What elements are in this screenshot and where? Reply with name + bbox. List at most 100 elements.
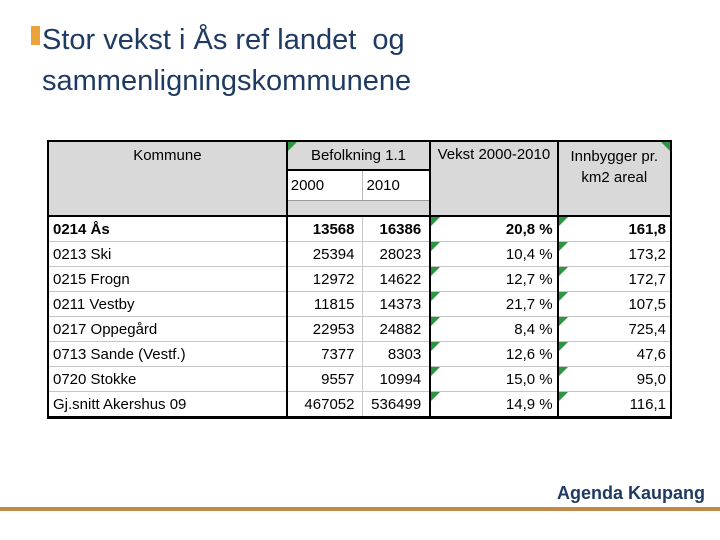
pop-2010-cell: 14622 [362, 266, 432, 292]
vekst-cell: 12,7 % [430, 266, 559, 292]
vekst-value: 12,6 % [505, 345, 553, 363]
innbygger-cell: 107,5 [557, 291, 671, 317]
innbygger-value: 161,8 [628, 220, 666, 238]
innbygger-value: 116,1 [629, 395, 666, 413]
cell-flag-icon [431, 242, 441, 251]
cell-flag-icon [431, 267, 441, 276]
kommune-cell: 0713 Sande (Vestf.) [48, 341, 288, 367]
innbygger-value: 47,6 [636, 345, 666, 363]
title-line-2: sammenligningskommunene [42, 65, 412, 97]
header-innbygger-line-1: Innbygger pr. [570, 148, 659, 165]
vekst-cell: 20,8 % [430, 215, 559, 242]
population-table: Kommune Befolkning 1.1 Vekst 2000-2010 I… [47, 140, 672, 419]
kommune-cell: 0214 Ås [48, 215, 288, 242]
innbygger-cell: 161,8 [557, 215, 671, 242]
kommune-cell: 0720 Stokke [48, 366, 288, 392]
kommune-cell: 0211 Vestby [48, 291, 288, 317]
pop-2010-cell: 536499 [362, 391, 432, 418]
vekst-value: 20,8 % [505, 220, 553, 238]
header-year-2010: 2010 [362, 170, 432, 201]
header-innbygger-line-2: km2 areal [581, 169, 648, 186]
vekst-cell: 14,9 % [430, 391, 559, 418]
pop-2000-cell: 467052 [286, 391, 364, 418]
vekst-value: 12,7 % [505, 270, 553, 288]
header-kommune: Kommune [48, 141, 288, 216]
cell-flag-icon [431, 292, 441, 301]
pop-2000-cell: 12972 [286, 266, 364, 292]
pop-2000-cell: 7377 [286, 341, 364, 367]
pop-2010-cell: 10994 [362, 366, 432, 392]
cell-flag-icon [431, 392, 441, 401]
innbygger-value: 107,5 [628, 295, 666, 313]
pop-2010-cell: 24882 [362, 316, 432, 342]
pop-2000-cell: 11815 [286, 291, 364, 317]
vekst-value: 10,4 % [505, 245, 553, 263]
pop-2000-cell: 25394 [286, 241, 364, 267]
vekst-cell: 15,0 % [430, 366, 559, 392]
cell-flag-icon [558, 317, 568, 326]
table-row: 0214 Ås 13568 16386 20,8 % 161,8 [48, 215, 671, 242]
kommune-cell: 0215 Frogn [48, 266, 288, 292]
pop-2010-cell: 28023 [362, 241, 432, 267]
cell-flag-icon [558, 217, 568, 226]
pop-2010-cell: 14373 [362, 291, 432, 317]
innbygger-cell: 172,7 [557, 266, 671, 292]
cell-flag-icon [431, 317, 441, 326]
pop-2010-cell: 16386 [362, 215, 432, 242]
table-row: 0211 Vestby 11815 14373 21,7 % 107,5 [48, 291, 671, 317]
innbygger-cell: 95,0 [557, 366, 671, 392]
innbygger-cell: 173,2 [557, 241, 671, 267]
header-befolkning-group: Befolkning 1.1 [286, 141, 431, 171]
cell-flag-icon [558, 267, 568, 276]
cell-flag-icon [431, 342, 441, 351]
vekst-cell: 8,4 % [430, 316, 559, 342]
header-befolkning-label: Befolkning 1.1 [310, 147, 407, 164]
footer-rule [0, 507, 720, 511]
innbygger-cell: 47,6 [557, 341, 671, 367]
pop-2010-cell: 8303 [362, 341, 432, 367]
header-vekst: Vekst 2000-2010 [429, 141, 559, 216]
innbygger-cell: 116,1 [557, 391, 671, 418]
cell-flag-icon [558, 292, 568, 301]
header-innbygger: Innbygger pr. km2 areal [557, 141, 671, 216]
accent-mark [31, 26, 40, 45]
vekst-value: 8,4 % [514, 320, 553, 338]
header-spacer-cell [286, 200, 432, 216]
vekst-cell: 12,6 % [430, 341, 559, 367]
innbygger-cell: 725,4 [557, 316, 671, 342]
kommune-cell: 0217 Oppegård [48, 316, 288, 342]
innbygger-value: 172,7 [628, 270, 666, 288]
table-row: 0720 Stokke 9557 10994 15,0 % 95,0 [48, 366, 671, 392]
innbygger-value: 173,2 [628, 245, 666, 263]
cell-flag-icon [661, 142, 670, 151]
kommune-cell: 0213 Ski [48, 241, 288, 267]
innbygger-value: 725,4 [628, 320, 666, 338]
pop-2000-cell: 22953 [286, 316, 364, 342]
pop-2000-cell: 9557 [286, 366, 364, 392]
title-line-1: Stor vekst i Ås ref landet og [42, 24, 405, 56]
table-header-row: Kommune Befolkning 1.1 Vekst 2000-2010 I… [48, 141, 671, 216]
table-row: 0215 Frogn 12972 14622 12,7 % 172,7 [48, 266, 671, 292]
cell-flag-icon [287, 142, 297, 151]
cell-flag-icon [558, 342, 568, 351]
population-table-wrap: Kommune Befolkning 1.1 Vekst 2000-2010 I… [47, 140, 672, 419]
innbygger-value: 95,0 [636, 370, 666, 388]
page-title: Stor vekst i Ås ref landet og sammenlign… [42, 20, 411, 102]
vekst-value: 15,0 % [505, 370, 553, 388]
table-row: 0217 Oppegård 22953 24882 8,4 % 725,4 [48, 316, 671, 342]
table-header-spacer-row [48, 200, 671, 216]
pop-2000-cell: 13568 [286, 215, 364, 242]
kommune-cell: Gj.snitt Akershus 09 [48, 391, 288, 418]
table-subheader-row: 2000 2010 [48, 170, 671, 201]
cell-flag-icon [431, 217, 441, 226]
cell-flag-icon [431, 367, 441, 376]
cell-flag-icon [558, 392, 568, 401]
footer-brand: Agenda Kaupang [556, 483, 705, 503]
table-row: Gj.snitt Akershus 09 467052 536499 14,9 … [48, 391, 671, 418]
header-year-2000: 2000 [286, 170, 364, 201]
vekst-value: 21,7 % [505, 295, 553, 313]
cell-flag-icon [558, 242, 568, 251]
table-row: 0713 Sande (Vestf.) 7377 8303 12,6 % 47,… [48, 341, 671, 367]
table-row: 0213 Ski 25394 28023 10,4 % 173,2 [48, 241, 671, 267]
